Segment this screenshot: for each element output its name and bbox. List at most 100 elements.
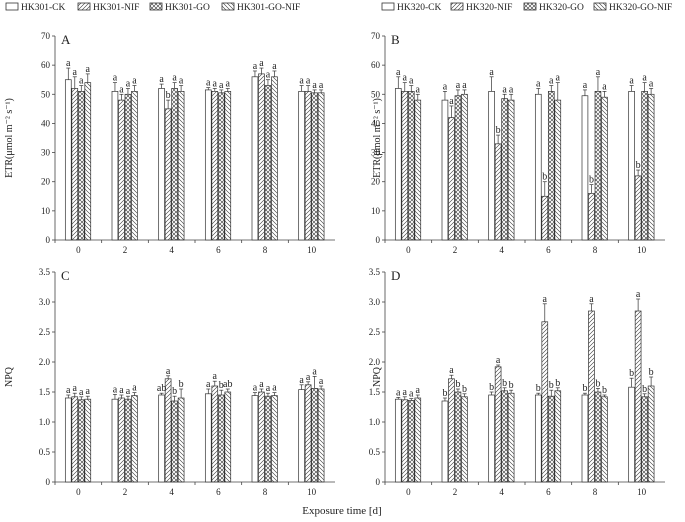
bar-hk320-nif-day-10	[634, 175, 642, 241]
bar-hk301-go-nif-day-8	[271, 395, 278, 483]
bar-hk301-go-day-6	[217, 394, 225, 483]
y-tick-label: 1.5	[39, 387, 51, 397]
bar-hk320-nif-day-4	[494, 366, 502, 483]
significance-letter: b	[502, 378, 507, 389]
significance-letter: a	[416, 84, 421, 95]
y-tick-label: 0	[376, 235, 381, 245]
y-tick-label: 10	[41, 206, 51, 216]
bar-hk320-ck-day-10	[628, 386, 635, 483]
significance-letter: a	[536, 78, 541, 89]
x-tick-label: 6	[546, 487, 551, 497]
legend-swatch-hk301-ck	[5, 2, 19, 11]
x-tick-label: 6	[216, 487, 221, 497]
legend-swatch-hk320-nif	[450, 2, 464, 11]
significance-letter: a	[636, 289, 641, 300]
bar-hk320-ck-day-4	[488, 91, 495, 241]
bar-hk301-go-day-4	[171, 88, 178, 241]
bar-hk301-go-nif-day-8	[271, 76, 278, 241]
x-tick-label: 2	[123, 487, 128, 497]
bar-hk301-go-nif-day-10	[317, 388, 325, 483]
x-tick-label: 10	[307, 245, 317, 255]
bar-hk320-go-day-6	[547, 91, 555, 241]
significance-letter: b	[549, 380, 554, 391]
significance-letter: a	[449, 365, 454, 376]
significance-letter: ab	[223, 379, 232, 390]
y-tick-label: 3.5	[369, 267, 381, 277]
significance-letter: a	[79, 76, 84, 87]
significance-letter: b	[442, 388, 447, 399]
significance-letter: a	[543, 294, 548, 305]
significance-letter: a	[306, 76, 311, 87]
bar-hk301-nif-day-2	[118, 99, 125, 241]
significance-letter: a	[213, 78, 218, 89]
significance-letter: b	[179, 379, 184, 390]
bar-hk320-ck-day-6	[534, 394, 542, 483]
bar-hk301-ck-day-6	[204, 393, 212, 483]
y-tick-label: 2.0	[39, 357, 51, 367]
y-axis-title: NPQ	[4, 366, 15, 387]
significance-letter: a	[259, 58, 264, 69]
bar-hk320-go-day-0	[407, 400, 415, 483]
bar-hk301-go-nif-day-4	[177, 397, 185, 483]
significance-letter: a	[403, 73, 408, 84]
legend-label-hk320-go-nif: HK320-GO-NIF	[609, 3, 672, 13]
bar-hk320-go-day-4	[501, 98, 508, 241]
significance-letter: b	[602, 385, 607, 396]
bar-hk320-ck-day-2	[441, 99, 449, 241]
bar-hk320-nif-day-2	[448, 378, 455, 483]
bar-hk301-ck-day-8	[251, 395, 259, 483]
panel-letter: B	[391, 32, 400, 47]
significance-letter: a	[312, 80, 317, 91]
y-axis-title: ETR(μmol m⁻² s⁻¹)	[4, 98, 15, 178]
bar-hk301-nif-day-4	[164, 108, 172, 241]
significance-letter: a	[312, 366, 317, 377]
bar-hk301-nif-day-0	[71, 88, 79, 241]
bar-hk301-go-day-10	[311, 388, 318, 483]
bar-hk301-ck-day-4	[158, 394, 165, 483]
significance-letter: a	[219, 80, 224, 91]
significance-letter: b	[166, 90, 171, 101]
y-tick-label: 3.0	[39, 297, 51, 307]
bar-hk301-go-day-0	[77, 399, 85, 483]
y-tick-label: 3.0	[369, 297, 381, 307]
significance-letter: a	[509, 84, 514, 95]
x-tick-label: 6	[546, 245, 551, 255]
bar-hk301-ck-day-10	[298, 91, 305, 241]
x-tick-label: 8	[263, 487, 268, 497]
y-axis-title: ETR(μmol m⁻² s⁻¹)	[372, 98, 383, 178]
x-tick-label: 8	[593, 487, 598, 497]
bar-hk320-nif-day-8	[588, 193, 595, 241]
significance-letter: a	[403, 387, 408, 398]
bar-hk301-go-nif-day-4	[177, 91, 185, 241]
significance-letter: a	[589, 294, 594, 305]
bar-hk320-go-nif-day-2	[461, 396, 468, 483]
bar-hk320-go-day-2	[454, 95, 462, 241]
legend-label-hk301-go: HK301-GO	[165, 3, 210, 13]
significance-letter: a	[583, 80, 588, 91]
bar-hk320-nif-day-0	[401, 91, 409, 241]
significance-letter: a	[132, 383, 137, 394]
bar-hk320-nif-day-6	[541, 321, 549, 483]
significance-letter: a	[409, 389, 414, 400]
y-tick-label: 20	[371, 177, 381, 187]
x-tick-label: 10	[637, 487, 647, 497]
bar-hk320-ck-day-10	[628, 91, 635, 241]
bar-hk320-ck-day-8	[581, 95, 589, 241]
significance-letter: a	[319, 80, 324, 91]
significance-letter: a	[272, 61, 277, 72]
bar-hk301-go-nif-day-0	[84, 398, 92, 483]
bar-hk320-go-nif-day-2	[461, 93, 468, 241]
bar-hk320-ck-day-4	[488, 394, 495, 483]
significance-letter: b	[462, 384, 467, 395]
y-tick-label: 40	[371, 118, 381, 128]
bar-hk320-ck-day-0	[394, 88, 402, 241]
significance-letter: a	[73, 67, 78, 78]
significance-letter: a	[226, 78, 231, 89]
bar-hk320-nif-day-8	[588, 310, 595, 483]
y-tick-label: 40	[41, 118, 51, 128]
